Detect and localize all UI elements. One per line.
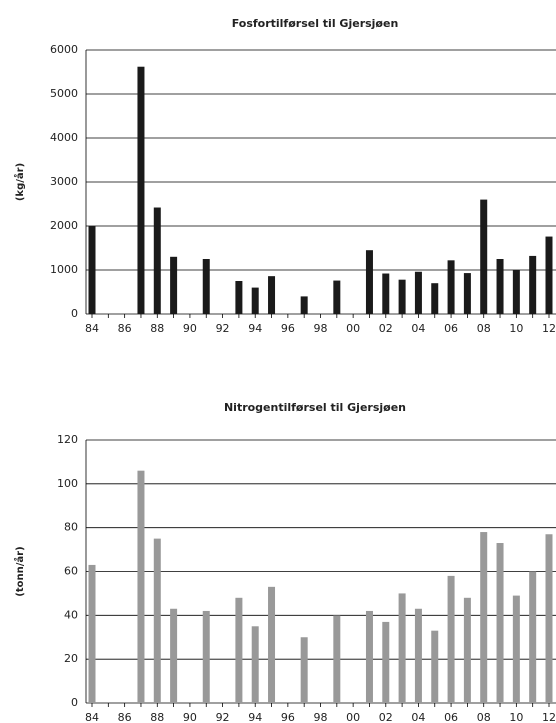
bar	[431, 630, 439, 703]
y-tick-label: 60	[64, 565, 78, 578]
x-tick-label: 84	[85, 322, 99, 335]
bar	[300, 296, 308, 314]
x-tick-label: 84	[85, 711, 99, 723]
x-tick-label: 96	[281, 711, 295, 723]
bar	[202, 259, 210, 314]
bar	[545, 534, 553, 703]
x-tick-label: 04	[411, 322, 425, 335]
bar	[414, 608, 422, 703]
bar	[235, 597, 243, 703]
bar	[512, 595, 520, 703]
x-tick-label: 04	[411, 711, 425, 723]
bar	[88, 226, 96, 314]
x-tick-label: 06	[444, 322, 458, 335]
y-tick-label: 1000	[50, 263, 78, 276]
x-tick-label: 10	[509, 322, 523, 335]
bar	[153, 538, 161, 703]
bar	[137, 66, 145, 314]
x-tick-label: 08	[477, 322, 491, 335]
x-tick-label: 00	[346, 322, 360, 335]
bar	[463, 273, 471, 314]
bar	[480, 532, 488, 703]
y-tick-label: 4000	[50, 131, 78, 144]
x-tick-label: 94	[248, 711, 262, 723]
y-tick-label: 3000	[50, 175, 78, 188]
x-tick-label: 86	[118, 322, 132, 335]
x-tick-label: 90	[183, 322, 197, 335]
chart-title: Nitrogentilførsel til Gjersjøen	[224, 401, 406, 414]
y-tick-label: 40	[64, 608, 78, 621]
bar	[268, 276, 276, 314]
bar	[398, 279, 406, 314]
bar	[251, 626, 259, 703]
chart-title: Fosfortilførsel til Gjersjøen	[232, 17, 399, 30]
x-tick-label: 88	[150, 322, 164, 335]
bar	[382, 621, 390, 703]
y-tick-label: 2000	[50, 219, 78, 232]
y-tick-label: 20	[64, 652, 78, 665]
bar	[529, 255, 537, 314]
x-tick-label: 06	[444, 711, 458, 723]
bar	[512, 270, 520, 314]
bar	[153, 207, 161, 314]
y-axis-label: (kg/år)	[13, 163, 26, 201]
x-tick-label: 86	[118, 711, 132, 723]
y-tick-label: 120	[57, 433, 78, 446]
x-tick-label: 94	[248, 322, 262, 335]
x-tick-label: 90	[183, 711, 197, 723]
x-tick-label: 08	[477, 711, 491, 723]
y-tick-label: 0	[71, 307, 78, 320]
bar	[88, 564, 96, 703]
bar	[398, 593, 406, 703]
bar	[137, 470, 145, 703]
y-tick-label: 0	[71, 696, 78, 709]
bar	[170, 256, 178, 314]
bar	[235, 281, 243, 314]
bar	[529, 571, 537, 703]
bar	[300, 637, 308, 703]
y-tick-label: 6000	[50, 43, 78, 56]
bar	[365, 250, 373, 314]
bar	[202, 610, 210, 703]
bar	[333, 615, 341, 703]
bar	[170, 608, 178, 703]
bar	[545, 236, 553, 314]
x-tick-label: 12	[542, 322, 556, 335]
x-tick-label: 12	[542, 711, 556, 723]
bar	[382, 273, 390, 314]
x-tick-label: 98	[314, 322, 328, 335]
x-tick-label: 88	[150, 711, 164, 723]
bar	[365, 610, 373, 703]
x-tick-label: 92	[216, 322, 230, 335]
x-tick-label: 92	[216, 711, 230, 723]
x-tick-label: 02	[379, 322, 393, 335]
bar	[268, 586, 276, 703]
bar	[431, 283, 439, 314]
bar	[463, 597, 471, 703]
y-tick-label: 5000	[50, 87, 78, 100]
bar	[251, 287, 259, 314]
y-tick-label: 100	[57, 477, 78, 490]
y-axis-label: (tonn/år)	[13, 546, 26, 596]
bar	[496, 543, 504, 703]
y-tick-label: 80	[64, 521, 78, 534]
x-tick-label: 96	[281, 322, 295, 335]
x-tick-label: 98	[314, 711, 328, 723]
bar	[447, 260, 455, 314]
bar	[333, 280, 341, 314]
bar	[480, 199, 488, 314]
x-tick-label: 10	[509, 711, 523, 723]
bar	[496, 259, 504, 314]
bar	[414, 271, 422, 314]
x-tick-label: 00	[346, 711, 360, 723]
bar	[447, 575, 455, 703]
x-tick-label: 02	[379, 711, 393, 723]
